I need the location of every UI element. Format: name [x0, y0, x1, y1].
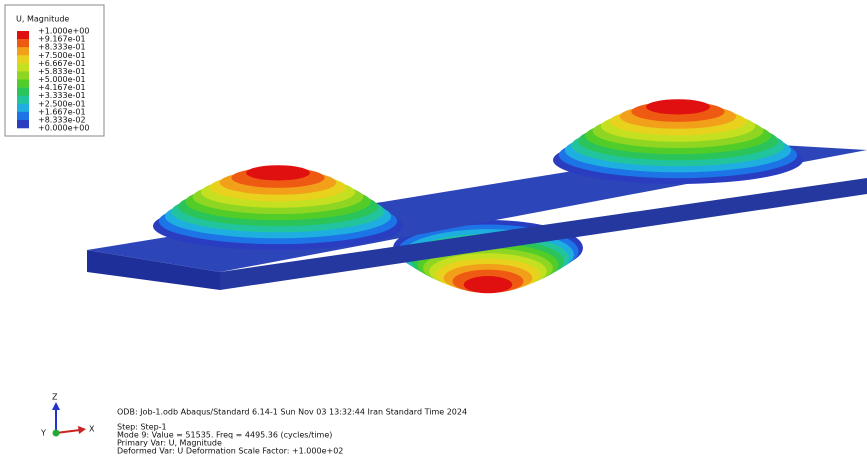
legend-title: U, Magnitude [16, 15, 69, 24]
viewport: U, Magnitude +1.000e+00+9.167e-01+8.333e… [0, 0, 867, 462]
legend-label: +0.000e+00 [38, 124, 89, 133]
axis-x: X [89, 425, 95, 434]
legend-swatch [17, 31, 29, 39]
legend-swatch [17, 71, 29, 79]
legend-swatch [17, 47, 29, 55]
info-odb: ODB: Job-1.odb Abaqus/Standard 6.14-1 Su… [117, 408, 467, 417]
axis-y: Y [40, 429, 46, 438]
legend-swatch [17, 88, 29, 96]
contour-band [246, 165, 310, 180]
axis-z: Z [52, 393, 58, 402]
legend-swatch [17, 80, 29, 88]
legend-swatch [17, 120, 29, 128]
triad: Z Y X [40, 393, 95, 438]
legend-swatch [17, 55, 29, 63]
legend-swatch [17, 39, 29, 47]
legend-swatch [17, 63, 29, 71]
legend-swatch [17, 104, 29, 112]
legend-swatch [17, 96, 29, 104]
info-deformed: Deformed Var: U Deformation Scale Factor… [117, 447, 343, 456]
legend-swatch [17, 112, 29, 120]
contour-band [646, 99, 710, 114]
legend: +1.000e+00+9.167e-01+8.333e-01+7.500e-01… [17, 27, 89, 133]
contour-band [464, 276, 512, 293]
